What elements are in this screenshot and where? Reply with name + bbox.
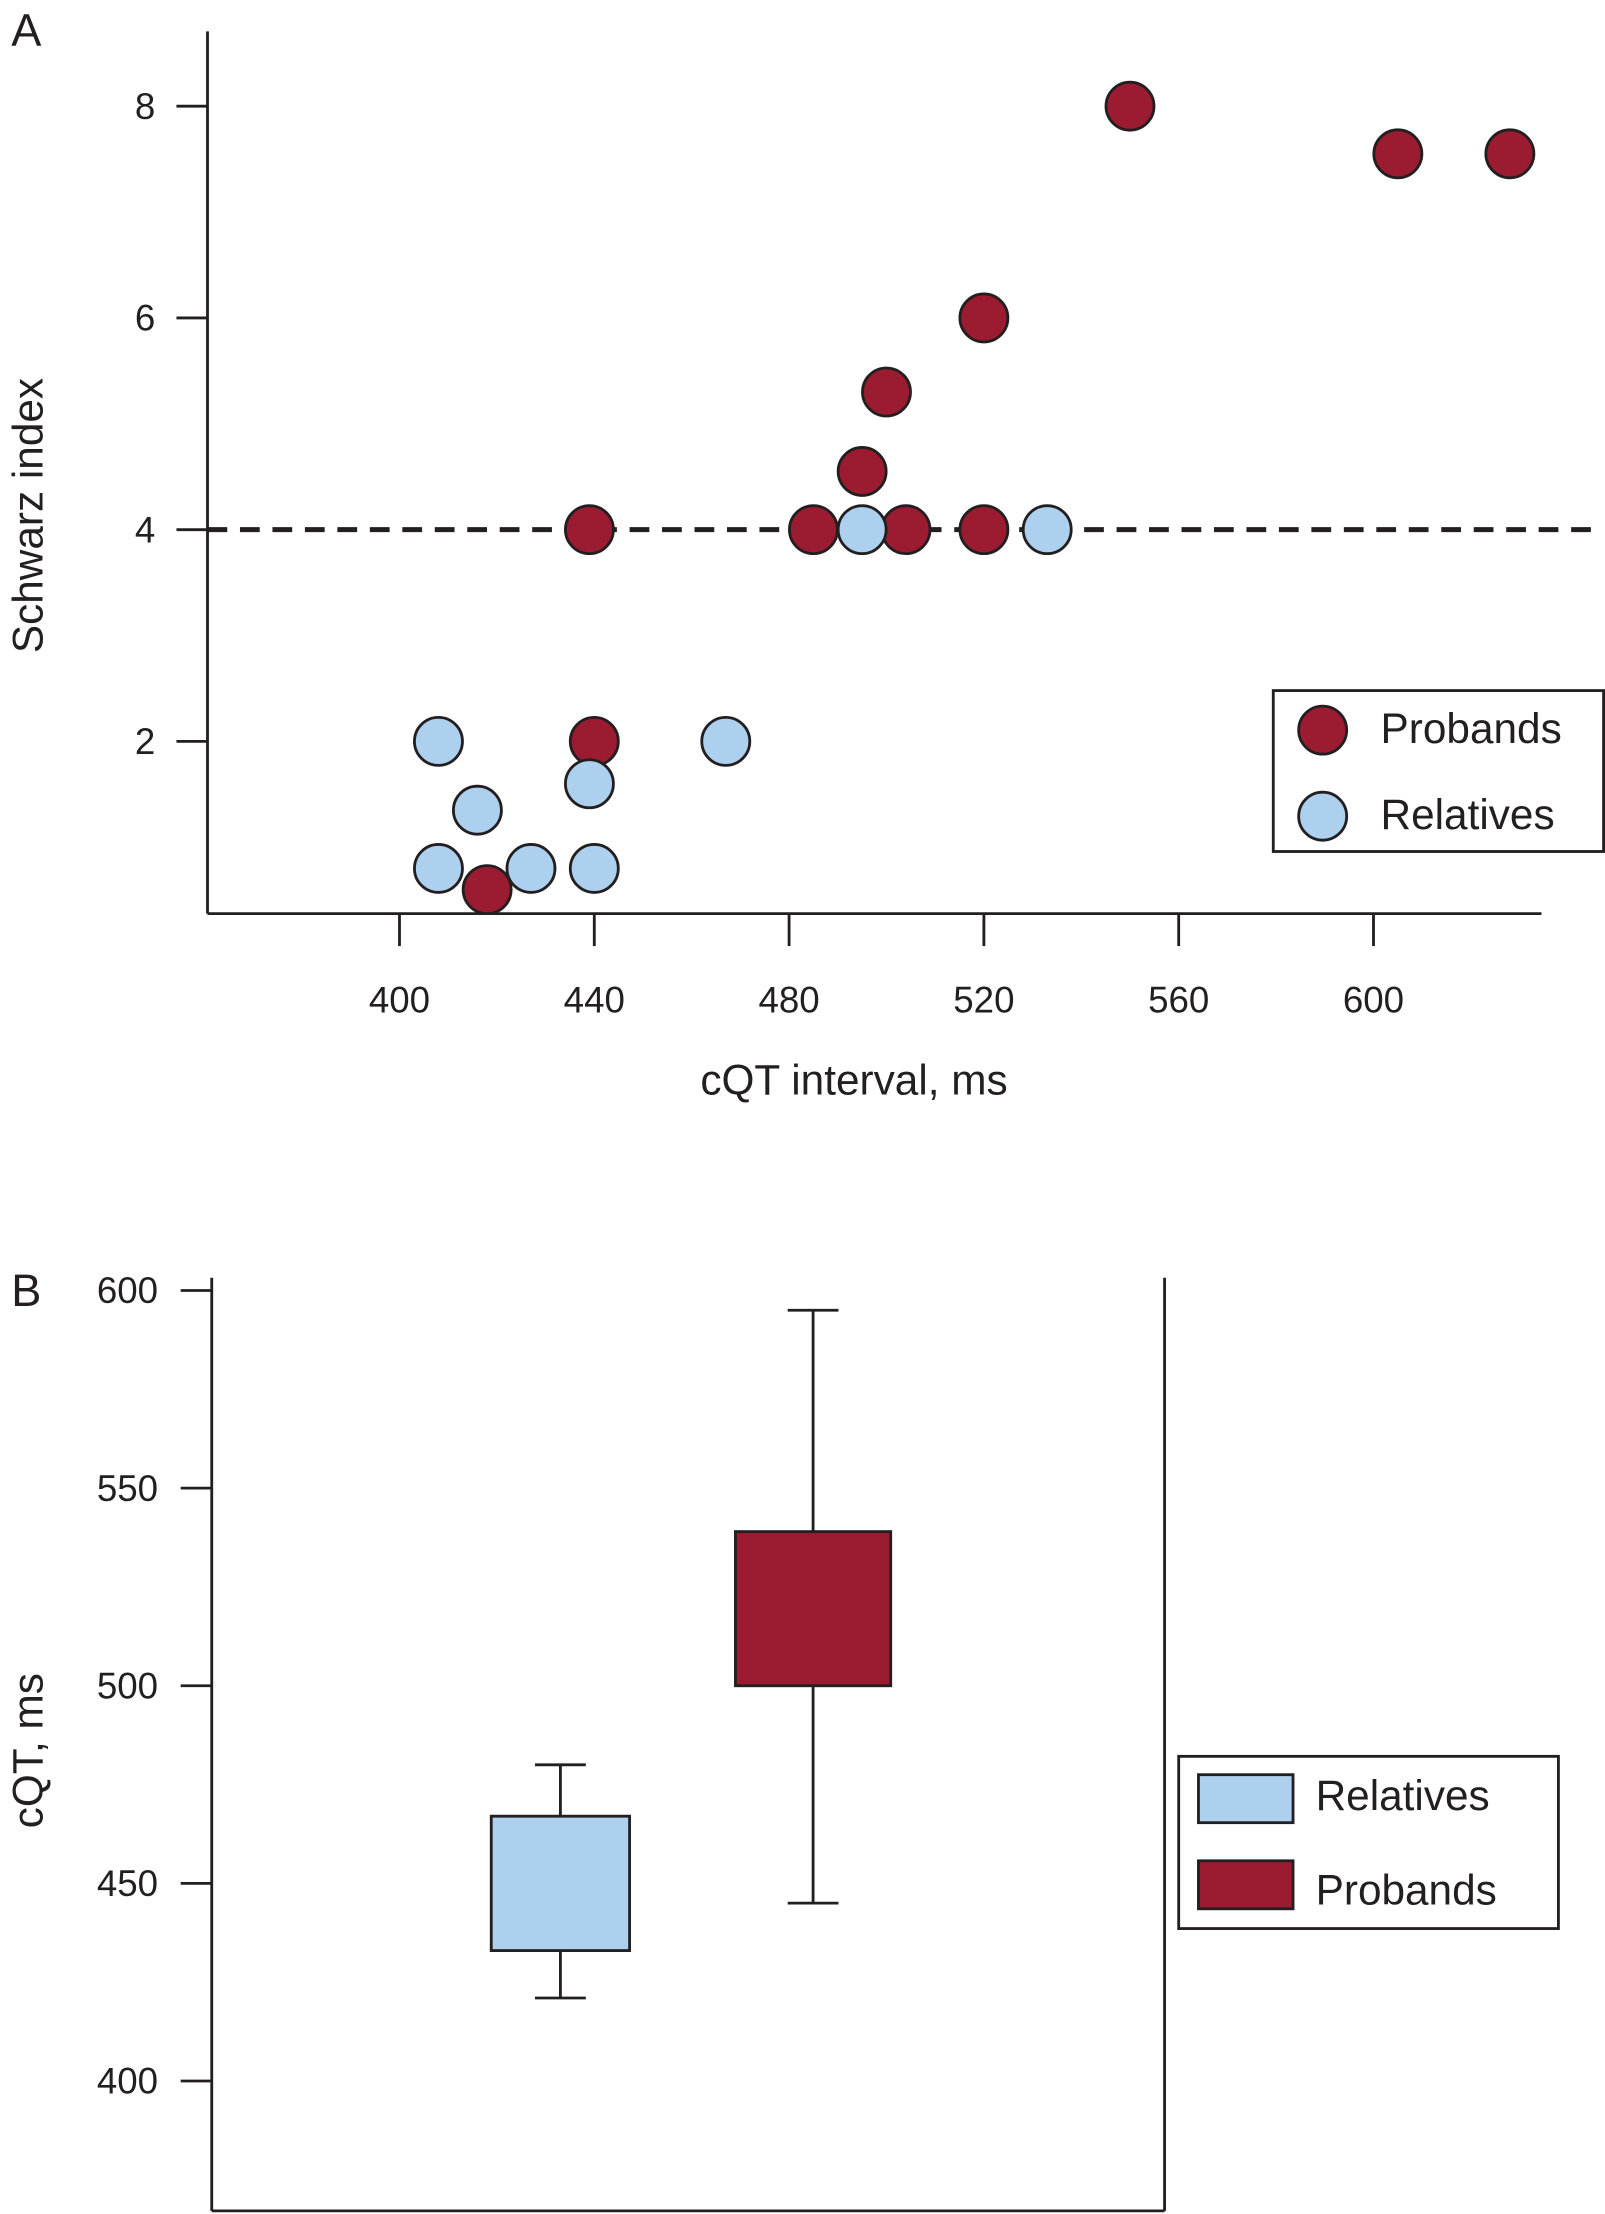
box-relatives [489,1763,631,2000]
y-tick-label: 8 [135,86,155,127]
panel-a-x-label: cQT interval, ms [700,1056,1007,1103]
panel-a-y-label: Schwarz index [4,378,51,653]
legend-marker-probands [1297,704,1349,756]
legend-label-probands: Probands [1316,1867,1497,1914]
point-probands [836,446,888,497]
panel-a-legend: Probands Relatives [1271,689,1605,853]
panel-b-legend: Relatives Probands [1177,1754,1560,1930]
y-tick-label: 2 [135,721,155,762]
y-tick-label: 450 [97,1863,158,1904]
point-probands [568,715,620,767]
point-relatives [836,504,888,556]
y-tick-label: 400 [97,2061,158,2102]
x-tick-label: 560 [1148,979,1209,1020]
y-tick-label: 500 [97,1665,158,1706]
legend-swatch-probands [1197,1859,1295,1911]
point-relatives [700,715,752,767]
x-tick-label: 400 [369,979,430,1020]
point-probands [1484,128,1536,180]
panel-a-label: A [11,4,42,55]
x-tick-label: 600 [1343,979,1404,1020]
point-relatives [1021,504,1073,556]
legend-label-relatives: Relatives [1381,791,1555,838]
y-tick-label: 550 [97,1468,158,1509]
y-tick-label: 600 [97,1270,158,1311]
point-relatives [564,758,615,810]
point-probands [461,864,513,916]
point-probands [880,504,932,556]
y-tick-label: 6 [135,298,155,339]
panel-b-label: B [11,1265,41,1316]
legend-marker-relatives [1297,790,1349,842]
point-probands [1372,128,1424,180]
panel-b: B 400 450 500 550 600 cQT, ms Relatives Prob… [4,1265,1560,2213]
y-tick-label: 4 [135,509,155,550]
point-relatives [568,843,620,894]
panel-b-y-label: cQT, ms [4,1673,51,1828]
point-probands [1104,80,1156,132]
legend-swatch-relatives [1197,1773,1295,1825]
point-relatives [505,843,557,894]
x-tick-label: 440 [564,979,625,1020]
panel-a: A 400 440 480 520 560 600 2 4 6 8 cQT interval, … [4,4,1605,1103]
point-relatives [413,715,464,767]
point-relatives [413,843,464,894]
point-probands [958,292,1010,344]
x-tick-label: 520 [953,979,1014,1020]
point-probands [788,504,839,556]
x-tick-label: 480 [758,979,819,1020]
iqr-box-probands [734,1530,893,1688]
point-probands [958,504,1010,556]
iqr-box-relatives [489,1814,631,1952]
point-probands [861,366,912,418]
box-probands [734,1308,893,1905]
legend-label-relatives: Relatives [1316,1772,1490,1819]
point-relatives [451,784,503,836]
legend-label-probands: Probands [1381,705,1562,752]
point-probands [564,504,615,556]
